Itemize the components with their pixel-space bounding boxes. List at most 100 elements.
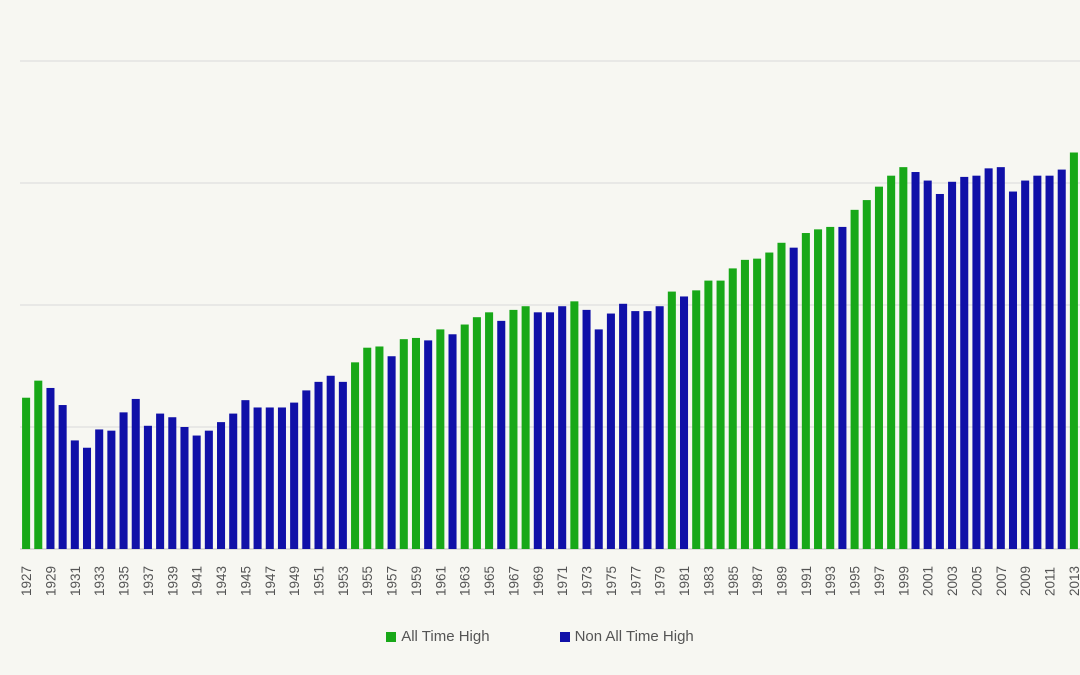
x-tick-label: 2013 — [1067, 566, 1080, 596]
x-tick-label: 1985 — [726, 566, 741, 596]
bar-1951 — [314, 381, 323, 549]
x-tick-label: 1971 — [555, 566, 570, 596]
bar-1973 — [582, 309, 591, 549]
x-tick-label: 1969 — [531, 566, 546, 596]
bar-1990 — [789, 247, 798, 549]
bar-chart: 1927 1929 1931 1933 1935 1937 1939 1941 1943 1945… — [19, 60, 1080, 596]
bar-1949 — [290, 402, 299, 549]
bar-1983 — [704, 280, 713, 549]
bar-1975 — [606, 313, 615, 549]
legend-swatch-non-ath — [559, 631, 570, 642]
legend: All Time High Non All Time High — [0, 628, 1080, 645]
bar-2004 — [960, 176, 969, 549]
x-tick-label: 1999 — [896, 566, 911, 596]
bar-1982 — [692, 290, 701, 549]
bar-2012 — [1057, 169, 1066, 549]
bar-1959 — [411, 337, 420, 549]
bar-2013 — [1069, 152, 1078, 549]
bar-1967 — [509, 309, 518, 549]
x-tick-label: 2001 — [921, 566, 936, 596]
bar-1981 — [680, 296, 689, 549]
bar-1942 — [204, 430, 213, 549]
bar-1979 — [655, 306, 664, 549]
bar-1972 — [570, 301, 579, 549]
x-tick-label: 1997 — [872, 566, 887, 596]
bar-1999 — [899, 167, 908, 549]
x-tick-label: 1981 — [677, 566, 692, 596]
x-tick-label: 1975 — [604, 566, 619, 596]
x-tick-label: 1961 — [433, 566, 448, 596]
bar-1961 — [436, 329, 445, 549]
x-tick-label: 1941 — [190, 566, 205, 596]
bar-1962 — [448, 334, 457, 549]
bar-1987 — [753, 258, 762, 549]
bar-1933 — [95, 429, 104, 549]
bar-1944 — [229, 413, 238, 549]
x-tick-label: 1931 — [68, 566, 83, 596]
bar-1928 — [34, 380, 43, 549]
bar-2003 — [948, 181, 957, 549]
bar-1970 — [545, 312, 555, 549]
x-tick-label: 1977 — [628, 566, 643, 596]
x-tick-label: 1947 — [263, 566, 278, 596]
legend-swatch-ath — [386, 631, 397, 642]
x-tick-label: 1927 — [19, 566, 34, 596]
bar-1985 — [728, 268, 737, 549]
bar-1946 — [253, 407, 262, 549]
bar-1952 — [326, 375, 335, 549]
bar-1965 — [485, 312, 494, 549]
x-tick-label: 2011 — [1043, 567, 1058, 596]
bar-1948 — [277, 407, 286, 549]
bar-1968 — [521, 306, 530, 549]
x-tick-label: 1991 — [799, 566, 814, 596]
x-tick-label: 1973 — [580, 566, 595, 596]
bar-1980 — [667, 291, 676, 549]
bar-1964 — [472, 317, 481, 549]
legend-item-non-ath: Non All Time High — [559, 628, 694, 645]
x-tick-label: 1929 — [43, 566, 58, 596]
bar-1943 — [217, 422, 226, 549]
bar-1976 — [619, 303, 628, 549]
x-tick-label: 1963 — [458, 566, 473, 596]
x-tick-label: 1951 — [312, 566, 327, 596]
x-tick-label: 1959 — [409, 566, 424, 596]
x-tick-label: 1945 — [238, 566, 253, 596]
x-tick-label: 1953 — [336, 566, 351, 596]
x-tick-label: 1949 — [287, 566, 302, 596]
bar-2005 — [972, 175, 981, 549]
bar-1994 — [838, 226, 847, 550]
bar-1971 — [558, 306, 567, 549]
x-tick-label: 1957 — [385, 566, 400, 596]
bar-1934 — [107, 430, 116, 549]
bar-1956 — [375, 346, 384, 549]
x-tick-label: 2007 — [994, 566, 1009, 596]
bar-1977 — [631, 311, 640, 549]
bar-2008 — [1008, 191, 1018, 550]
bar-1960 — [424, 340, 433, 549]
bar-1954 — [351, 362, 360, 549]
bar-1935 — [119, 412, 128, 549]
x-tick-label: 1935 — [117, 566, 132, 596]
bar-1996 — [862, 200, 871, 549]
bar-1993 — [826, 226, 835, 550]
bar-1939 — [168, 417, 177, 549]
bar-2001 — [923, 180, 932, 549]
x-tick-label: 1993 — [823, 566, 838, 596]
bar-1974 — [594, 329, 603, 549]
bar-1969 — [533, 312, 542, 549]
bar-1941 — [192, 435, 201, 549]
bar-1955 — [363, 347, 372, 549]
bar-1958 — [399, 339, 408, 549]
bar-1936 — [131, 398, 140, 549]
bar-1950 — [302, 390, 311, 549]
bar-1940 — [180, 427, 189, 549]
bars — [22, 152, 1078, 550]
legend-item-ath: All Time High — [386, 628, 490, 645]
bar-1947 — [265, 407, 274, 549]
bar-1988 — [765, 252, 774, 550]
bar-1938 — [156, 413, 165, 549]
bar-1997 — [874, 186, 883, 549]
bar-1986 — [740, 259, 749, 549]
bar-1984 — [716, 280, 725, 549]
x-tick-label: 1979 — [653, 566, 668, 596]
